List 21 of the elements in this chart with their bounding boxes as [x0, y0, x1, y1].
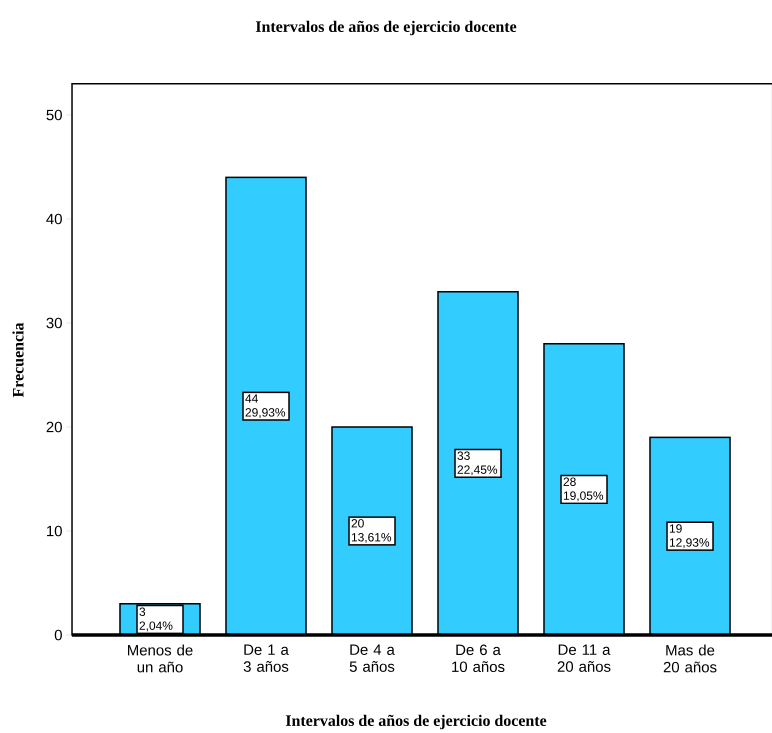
x-axis-title: Intervalos de años de ejercicio docente [286, 714, 546, 730]
x-tick-label: De 6 a 10 años [452, 644, 504, 672]
chart-title: Intervalos de años de ejercicio docente [256, 20, 516, 36]
x-tick-label: Menos de un año [128, 644, 193, 672]
y-tick-label: 30 [46, 318, 62, 328]
data-label: 28 19,05% [564, 477, 604, 502]
data-label: 44 29,93% [245, 394, 286, 418]
x-tick-label: De 1 a 3 años [244, 644, 289, 672]
y-tick-label: 20 [46, 422, 62, 432]
data-label: 3 2,04% [139, 607, 172, 632]
x-tick-label: Mas de 20 años [664, 644, 716, 672]
x-tick-label: De 4 a 5 años [350, 644, 395, 672]
y-tick-label: 50 [46, 110, 62, 120]
data-label: 20 13,61% [352, 519, 392, 543]
data-label: 19 12,93% [670, 524, 710, 548]
y-tick-label: 40 [46, 214, 62, 224]
y-axis-title: Frecuencia [12, 322, 24, 398]
x-tick-label: De 11 a 20 años [558, 644, 610, 672]
data-label: 33 22,45% [457, 451, 498, 476]
y-tick-label: 0 [54, 630, 62, 640]
y-tick-label: 10 [47, 526, 62, 536]
